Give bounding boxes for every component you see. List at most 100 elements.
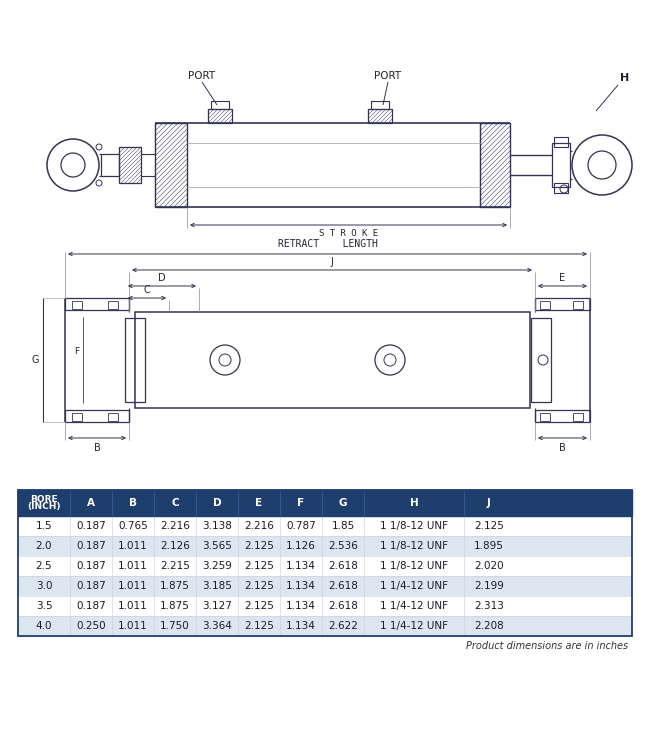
Text: D: D	[158, 273, 166, 283]
Text: S T R O K E: S T R O K E	[319, 229, 378, 238]
Text: 3.364: 3.364	[202, 621, 232, 631]
Text: 1.011: 1.011	[118, 601, 148, 611]
Text: J: J	[487, 498, 491, 508]
Text: (INCH): (INCH)	[27, 502, 60, 512]
Text: 2.622: 2.622	[328, 621, 358, 631]
Text: 2.125: 2.125	[244, 561, 274, 571]
Bar	[535, 410, 590, 422]
Text: 1 1/8-12 UNF: 1 1/8-12 UNF	[380, 541, 448, 551]
Bar	[535, 298, 590, 310]
Text: 2.618: 2.618	[328, 581, 358, 591]
Text: 3.0: 3.0	[36, 581, 52, 591]
Text: H: H	[410, 498, 419, 508]
Text: 3.185: 3.185	[202, 581, 232, 591]
Text: 1.134: 1.134	[286, 621, 316, 631]
Bar	[552, 143, 570, 187]
Bar	[119, 147, 141, 183]
Bar	[18, 490, 632, 516]
Text: 2.208: 2.208	[474, 621, 504, 631]
Text: BORE: BORE	[30, 495, 58, 504]
Bar	[18, 490, 632, 636]
Bar	[18, 616, 632, 636]
Bar	[65, 298, 129, 310]
Text: 1 1/4-12 UNF: 1 1/4-12 UNF	[380, 601, 448, 611]
Bar	[371, 101, 389, 109]
Text: 1.895: 1.895	[474, 541, 504, 551]
Bar	[480, 123, 510, 207]
Bar	[72, 413, 82, 421]
Text: H: H	[620, 73, 629, 83]
Text: 1.875: 1.875	[160, 601, 190, 611]
Text: 3.127: 3.127	[202, 601, 232, 611]
Text: G: G	[31, 355, 39, 365]
Text: F: F	[298, 498, 305, 508]
Bar	[554, 183, 568, 193]
Text: 2.125: 2.125	[244, 581, 274, 591]
Text: 2.126: 2.126	[160, 541, 190, 551]
Text: B: B	[559, 443, 566, 453]
Bar	[108, 301, 118, 309]
Text: 0.187: 0.187	[76, 521, 106, 531]
Text: 2.618: 2.618	[328, 601, 358, 611]
Bar	[101, 154, 119, 176]
Text: J: J	[331, 257, 333, 267]
Text: D: D	[213, 498, 221, 508]
Text: 0.187: 0.187	[76, 541, 106, 551]
Bar	[540, 301, 550, 309]
Text: 2.216: 2.216	[244, 521, 274, 531]
Text: 0.187: 0.187	[76, 561, 106, 571]
Text: 1 1/4-12 UNF: 1 1/4-12 UNF	[380, 621, 448, 631]
Text: 1.5: 1.5	[36, 521, 52, 531]
Text: 1.011: 1.011	[118, 541, 148, 551]
Bar	[108, 413, 118, 421]
Text: 1.134: 1.134	[286, 601, 316, 611]
Text: 1.134: 1.134	[286, 581, 316, 591]
Bar	[554, 137, 568, 147]
Text: 2.536: 2.536	[328, 541, 358, 551]
Bar	[531, 318, 551, 402]
Bar	[72, 301, 82, 309]
Bar	[125, 318, 145, 402]
Bar	[135, 312, 530, 408]
Text: 0.765: 0.765	[118, 521, 148, 531]
Text: 4.0: 4.0	[36, 621, 52, 631]
Text: 2.313: 2.313	[474, 601, 504, 611]
Text: 2.020: 2.020	[474, 561, 504, 571]
Text: RETRACT    LENGTH: RETRACT LENGTH	[278, 239, 378, 249]
Text: PORT: PORT	[374, 71, 402, 81]
Text: 1.85: 1.85	[332, 521, 355, 531]
Text: 2.216: 2.216	[160, 521, 190, 531]
Text: 0.187: 0.187	[76, 581, 106, 591]
Text: 2.125: 2.125	[474, 521, 504, 531]
Text: B: B	[94, 443, 100, 453]
Text: 1.750: 1.750	[160, 621, 190, 631]
Text: PORT: PORT	[188, 71, 216, 81]
Text: E: E	[560, 273, 566, 283]
Text: 1.011: 1.011	[118, 581, 148, 591]
Text: 1.134: 1.134	[286, 561, 316, 571]
Text: A: A	[87, 498, 95, 508]
Text: 3.259: 3.259	[202, 561, 232, 571]
Text: 1.011: 1.011	[118, 621, 148, 631]
Text: Product dimensions are in inches: Product dimensions are in inches	[466, 641, 628, 651]
Bar	[18, 576, 632, 596]
Text: 0.250: 0.250	[76, 621, 106, 631]
Text: 1 1/8-12 UNF: 1 1/8-12 UNF	[380, 521, 448, 531]
Text: 3.138: 3.138	[202, 521, 232, 531]
Text: E: E	[255, 498, 263, 508]
Text: 3.5: 3.5	[36, 601, 52, 611]
Text: 2.5: 2.5	[36, 561, 52, 571]
Text: 2.215: 2.215	[160, 561, 190, 571]
Text: 2.125: 2.125	[244, 541, 274, 551]
Bar	[155, 123, 187, 207]
Text: C: C	[171, 498, 179, 508]
Text: 2.199: 2.199	[474, 581, 504, 591]
Bar	[208, 109, 232, 123]
Text: 0.187: 0.187	[76, 601, 106, 611]
Text: 1.011: 1.011	[118, 561, 148, 571]
Bar	[573, 301, 583, 309]
Text: 1 1/4-12 UNF: 1 1/4-12 UNF	[380, 581, 448, 591]
Text: 1 1/8-12 UNF: 1 1/8-12 UNF	[380, 561, 448, 571]
Text: G: G	[339, 498, 347, 508]
Text: 1.126: 1.126	[286, 541, 316, 551]
